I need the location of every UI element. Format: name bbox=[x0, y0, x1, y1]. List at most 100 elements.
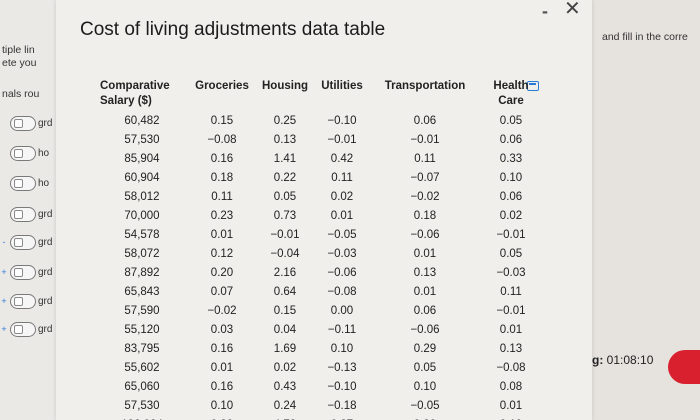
cost-of-living-table: Comparative Salary ($) Groceries Housing… bbox=[96, 77, 542, 420]
question-text-fragment: tiple lin bbox=[2, 44, 35, 56]
utilities-cell: −0.10 bbox=[327, 380, 357, 393]
housing-cell: 0.24 bbox=[273, 399, 297, 412]
option-checkbox[interactable] bbox=[10, 321, 36, 337]
option-label: grd bbox=[38, 323, 53, 335]
option-marker-icon: - bbox=[2, 237, 6, 247]
utilities-cell: 0.11 bbox=[331, 171, 353, 184]
option-label: ho bbox=[38, 147, 50, 159]
utilities-cell: 0.42 bbox=[330, 152, 354, 165]
utilities-cell: 0.00 bbox=[330, 304, 354, 317]
copy-table-icon[interactable] bbox=[527, 81, 539, 91]
option-checkbox[interactable] bbox=[10, 264, 36, 280]
table-row: 58,072 0.12 −0.04 −0.03 0.01 0.05 bbox=[96, 244, 542, 263]
transportation-cell: 0.18 bbox=[413, 209, 437, 222]
timer-label: g: bbox=[592, 353, 604, 367]
option-label: grd bbox=[38, 208, 53, 220]
option-marker-icon: + bbox=[1, 267, 7, 277]
utilities-cell: −0.03 bbox=[327, 247, 357, 260]
instruction-text-fragment: and fill in the corre bbox=[602, 31, 688, 43]
utilities-cell: 0.02 bbox=[330, 190, 354, 203]
option-label: grd bbox=[38, 117, 53, 129]
health-care-cell: −0.03 bbox=[496, 266, 526, 279]
health-care-cell: 0.19 bbox=[480, 415, 542, 420]
groceries-cell: 0.16 bbox=[210, 380, 234, 393]
salary-cell: 65,060 bbox=[124, 380, 160, 393]
table-row: 83,795 0.16 1.69 0.10 0.29 0.13 bbox=[96, 339, 542, 358]
utilities-cell: −0.08 bbox=[327, 285, 357, 298]
groceries-cell: 0.23 bbox=[210, 209, 234, 222]
close-button[interactable]: ✕ bbox=[564, 0, 581, 20]
next-button[interactable] bbox=[668, 350, 700, 384]
minimize-button[interactable]: - bbox=[542, 1, 548, 21]
transportation-cell: −0.06 bbox=[410, 323, 440, 336]
health-care-cell: 0.01 bbox=[499, 399, 523, 412]
transportation-cell: 0.01 bbox=[413, 285, 437, 298]
answer-option[interactable]: ho bbox=[0, 145, 49, 161]
option-checkbox[interactable] bbox=[10, 234, 36, 250]
health-care-cell: −0.08 bbox=[496, 361, 526, 374]
column-header: Transportation bbox=[384, 80, 466, 92]
table-row: 55,602 0.01 0.02 −0.13 0.05 −0.08 bbox=[96, 358, 542, 377]
health-care-cell: 0.10 bbox=[499, 171, 523, 184]
housing-cell: 4.78 bbox=[256, 415, 314, 420]
background-page-left: tiple lin ete you nals rou grd ho ho grd… bbox=[0, 0, 56, 420]
option-checkbox[interactable] bbox=[10, 206, 36, 222]
health-care-cell: 0.02 bbox=[499, 209, 523, 222]
option-checkbox[interactable] bbox=[10, 115, 36, 131]
table-row: 65,843 0.07 0.64 −0.08 0.01 0.11 bbox=[96, 282, 542, 301]
answer-option[interactable]: ho bbox=[0, 175, 49, 191]
table-row: 70,000 0.23 0.73 0.01 0.18 0.02 bbox=[96, 206, 542, 225]
column-header: Groceries bbox=[195, 80, 249, 92]
answer-option[interactable]: + grd bbox=[0, 321, 52, 337]
utilities-cell: −0.06 bbox=[327, 266, 357, 279]
groceries-cell: 0.38 bbox=[188, 415, 256, 420]
housing-cell: 0.04 bbox=[273, 323, 297, 336]
groceries-cell: 0.20 bbox=[210, 266, 234, 279]
option-checkbox[interactable] bbox=[10, 175, 36, 191]
data-table-popup: - ✕ Cost of living adjustments data tabl… bbox=[56, 0, 592, 420]
groceries-cell: −0.02 bbox=[207, 304, 237, 317]
groceries-cell: 0.03 bbox=[210, 323, 234, 336]
salary-cell: 57,530 bbox=[124, 133, 160, 146]
salary-cell: 58,012 bbox=[124, 190, 160, 203]
transportation-cell: −0.05 bbox=[410, 399, 440, 412]
health-care-cell: 0.08 bbox=[499, 380, 523, 393]
groceries-cell: 0.11 bbox=[211, 190, 233, 203]
transportation-cell: −0.02 bbox=[410, 190, 440, 203]
utilities-cell: −0.05 bbox=[327, 228, 357, 241]
health-care-cell: 0.06 bbox=[499, 190, 523, 203]
salary-cell: 136,024 bbox=[96, 415, 188, 420]
salary-cell: 55,120 bbox=[124, 323, 160, 336]
utilities-cell: 0.27 bbox=[314, 415, 370, 420]
option-label: grd bbox=[38, 295, 53, 307]
salary-cell: 65,843 bbox=[124, 285, 160, 298]
answer-option[interactable]: + grd bbox=[0, 264, 52, 280]
salary-cell: 54,578 bbox=[124, 228, 160, 241]
table-body: 60,482 0.15 0.25 −0.10 0.06 0.05 57,530 −0.08 0.… bbox=[96, 111, 542, 420]
answer-option[interactable]: - grd bbox=[0, 234, 52, 250]
table-row: 55,120 0.03 0.04 −0.11 −0.06 0.01 bbox=[96, 320, 542, 339]
transportation-cell: 0.10 bbox=[413, 380, 437, 393]
timer: g: 01:08:10 bbox=[592, 353, 653, 367]
option-checkbox[interactable] bbox=[10, 293, 36, 309]
answer-option[interactable]: + grd bbox=[0, 293, 52, 309]
groceries-cell: 0.18 bbox=[210, 171, 234, 184]
table-row: 57,590 −0.02 0.15 0.00 0.06 −0.01 bbox=[96, 301, 542, 320]
option-marker-icon: + bbox=[1, 324, 7, 334]
table-row: 65,060 0.16 0.43 −0.10 0.10 0.08 bbox=[96, 377, 542, 396]
answer-option[interactable]: grd bbox=[0, 115, 52, 131]
option-checkbox[interactable] bbox=[10, 145, 36, 161]
background-page-right: and fill in the corre g: 01:08:10 bbox=[592, 0, 700, 420]
groceries-cell: 0.01 bbox=[210, 361, 234, 374]
salary-cell: 83,795 bbox=[124, 342, 160, 355]
utilities-cell: −0.18 bbox=[327, 399, 357, 412]
table-row: 87,892 0.20 2.16 −0.06 0.13 −0.03 bbox=[96, 263, 542, 282]
groceries-cell: 0.16 bbox=[210, 342, 234, 355]
answer-option[interactable]: grd bbox=[0, 206, 52, 222]
popup-title: Cost of living adjustments data table bbox=[80, 19, 386, 40]
transportation-cell: 0.29 bbox=[413, 342, 437, 355]
utilities-cell: −0.10 bbox=[327, 114, 357, 127]
housing-cell: 0.02 bbox=[273, 361, 297, 374]
utilities-cell: 0.10 bbox=[330, 342, 354, 355]
health-care-cell: −0.01 bbox=[496, 228, 526, 241]
